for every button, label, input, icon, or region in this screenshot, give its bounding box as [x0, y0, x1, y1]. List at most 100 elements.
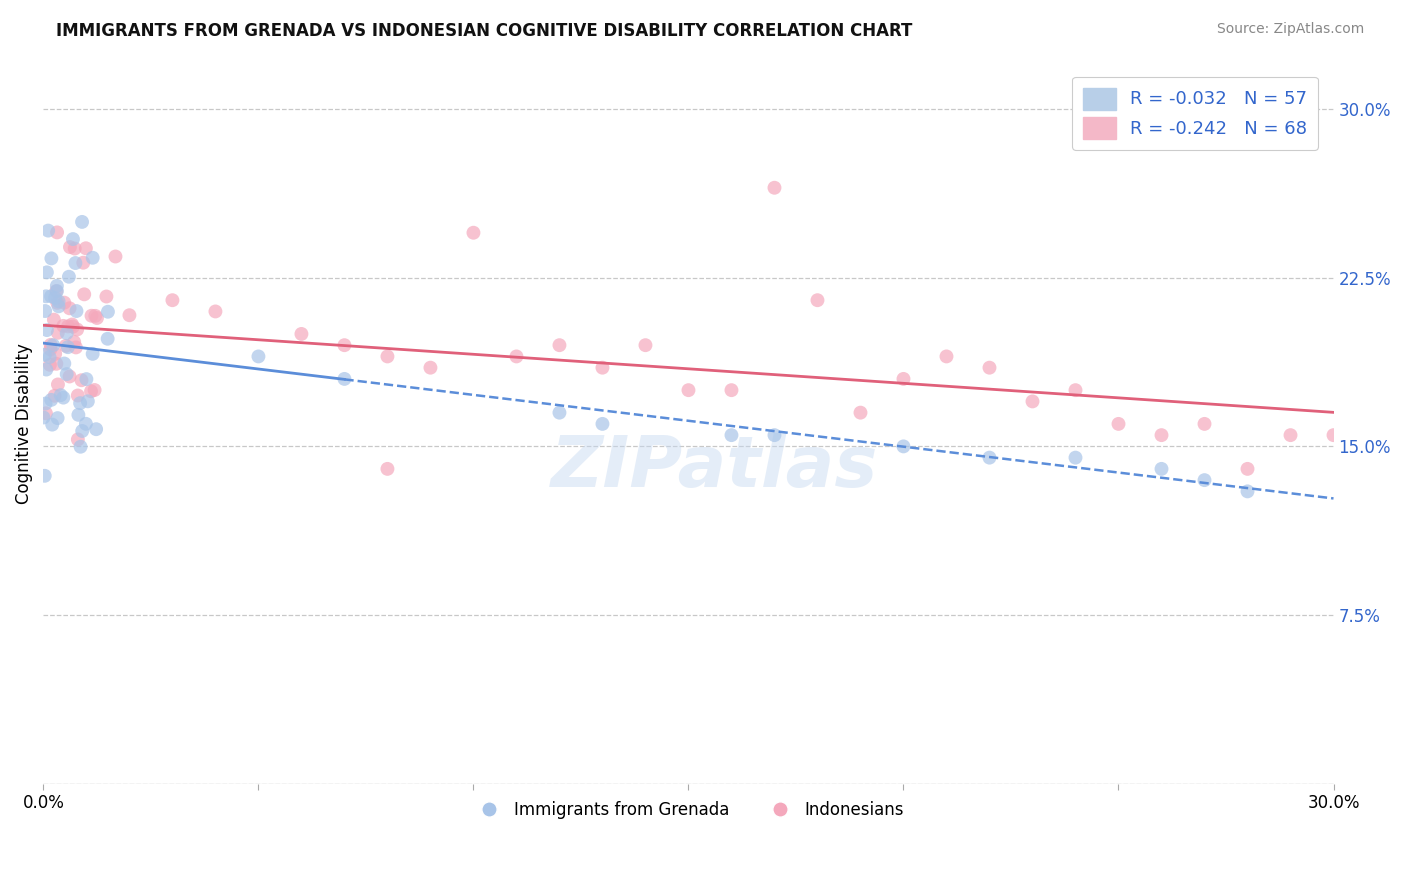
Y-axis label: Cognitive Disability: Cognitive Disability: [15, 343, 32, 504]
Point: [53, 357, 76, 371]
Point: [1194, 417, 1216, 431]
Point: [70, 215, 93, 229]
Point: [67, 408, 90, 422]
Point: [1279, 428, 1302, 442]
Point: [39, 289, 62, 303]
Point: [66, 322, 89, 336]
Point: [49, 388, 72, 402]
Point: [53, 295, 76, 310]
Point: [38, 358, 60, 372]
Point: [80, 384, 103, 399]
Point: [935, 350, 957, 364]
Point: [463, 226, 485, 240]
Point: [763, 428, 786, 442]
Point: [849, 406, 872, 420]
Point: [62, 232, 84, 246]
Point: [65, 340, 87, 354]
Point: [52, 318, 75, 333]
Point: [66, 433, 89, 447]
Point: [591, 360, 613, 375]
Point: [56, 340, 79, 354]
Point: [42, 312, 65, 326]
Point: [34, 304, 56, 318]
Point: [75, 372, 97, 386]
Point: [69, 396, 91, 410]
Point: [63, 334, 86, 349]
Point: [34, 348, 56, 362]
Point: [162, 293, 184, 308]
Point: [377, 350, 399, 364]
Point: [58, 369, 80, 384]
Point: [41, 252, 63, 266]
Point: [1108, 417, 1130, 431]
Point: [678, 383, 700, 397]
Point: [97, 304, 120, 318]
Text: IMMIGRANTS FROM GRENADA VS INDONESIAN COGNITIVE DISABILITY CORRELATION CHART: IMMIGRANTS FROM GRENADA VS INDONESIAN CO…: [56, 22, 912, 40]
Point: [204, 304, 226, 318]
Point: [84, 309, 107, 323]
Point: [419, 360, 441, 375]
Point: [39, 343, 62, 357]
Point: [75, 241, 97, 255]
Point: [1236, 462, 1258, 476]
Point: [1236, 484, 1258, 499]
Point: [48, 299, 70, 313]
Point: [63, 242, 86, 256]
Point: [118, 308, 141, 322]
Point: [32, 410, 55, 425]
Point: [38, 350, 60, 364]
Point: [72, 255, 94, 269]
Point: [76, 394, 98, 409]
Point: [634, 338, 657, 352]
Point: [75, 417, 97, 431]
Point: [34, 396, 56, 410]
Point: [37, 224, 59, 238]
Point: [1322, 428, 1344, 442]
Point: [979, 450, 1001, 465]
Point: [86, 310, 108, 325]
Point: [45, 284, 67, 298]
Point: [1021, 394, 1043, 409]
Point: [104, 250, 127, 264]
Point: [548, 406, 571, 420]
Point: [46, 326, 69, 340]
Point: [48, 294, 70, 309]
Point: [39, 338, 62, 352]
Point: [41, 417, 63, 432]
Point: [44, 291, 66, 305]
Point: [548, 338, 571, 352]
Point: [70, 424, 93, 438]
Point: [720, 383, 742, 397]
Text: ZIPatlas: ZIPatlas: [551, 433, 877, 501]
Point: [893, 439, 915, 453]
Point: [58, 269, 80, 284]
Point: [333, 372, 356, 386]
Point: [591, 417, 613, 431]
Point: [35, 406, 58, 420]
Point: [34, 468, 56, 483]
Point: [333, 338, 356, 352]
Point: [80, 309, 103, 323]
Point: [46, 295, 69, 310]
Point: [60, 318, 83, 332]
Point: [505, 350, 527, 364]
Point: [247, 350, 270, 364]
Point: [45, 357, 67, 371]
Point: [97, 332, 120, 346]
Point: [1194, 473, 1216, 487]
Point: [35, 289, 58, 303]
Point: [44, 389, 66, 403]
Point: [56, 319, 79, 334]
Point: [55, 326, 77, 341]
Point: [42, 338, 65, 352]
Point: [82, 251, 104, 265]
Point: [893, 372, 915, 386]
Point: [35, 323, 58, 337]
Point: [69, 440, 91, 454]
Point: [52, 391, 75, 405]
Point: [806, 293, 828, 308]
Point: [290, 326, 312, 341]
Point: [35, 362, 58, 376]
Point: [58, 301, 80, 316]
Point: [1150, 428, 1173, 442]
